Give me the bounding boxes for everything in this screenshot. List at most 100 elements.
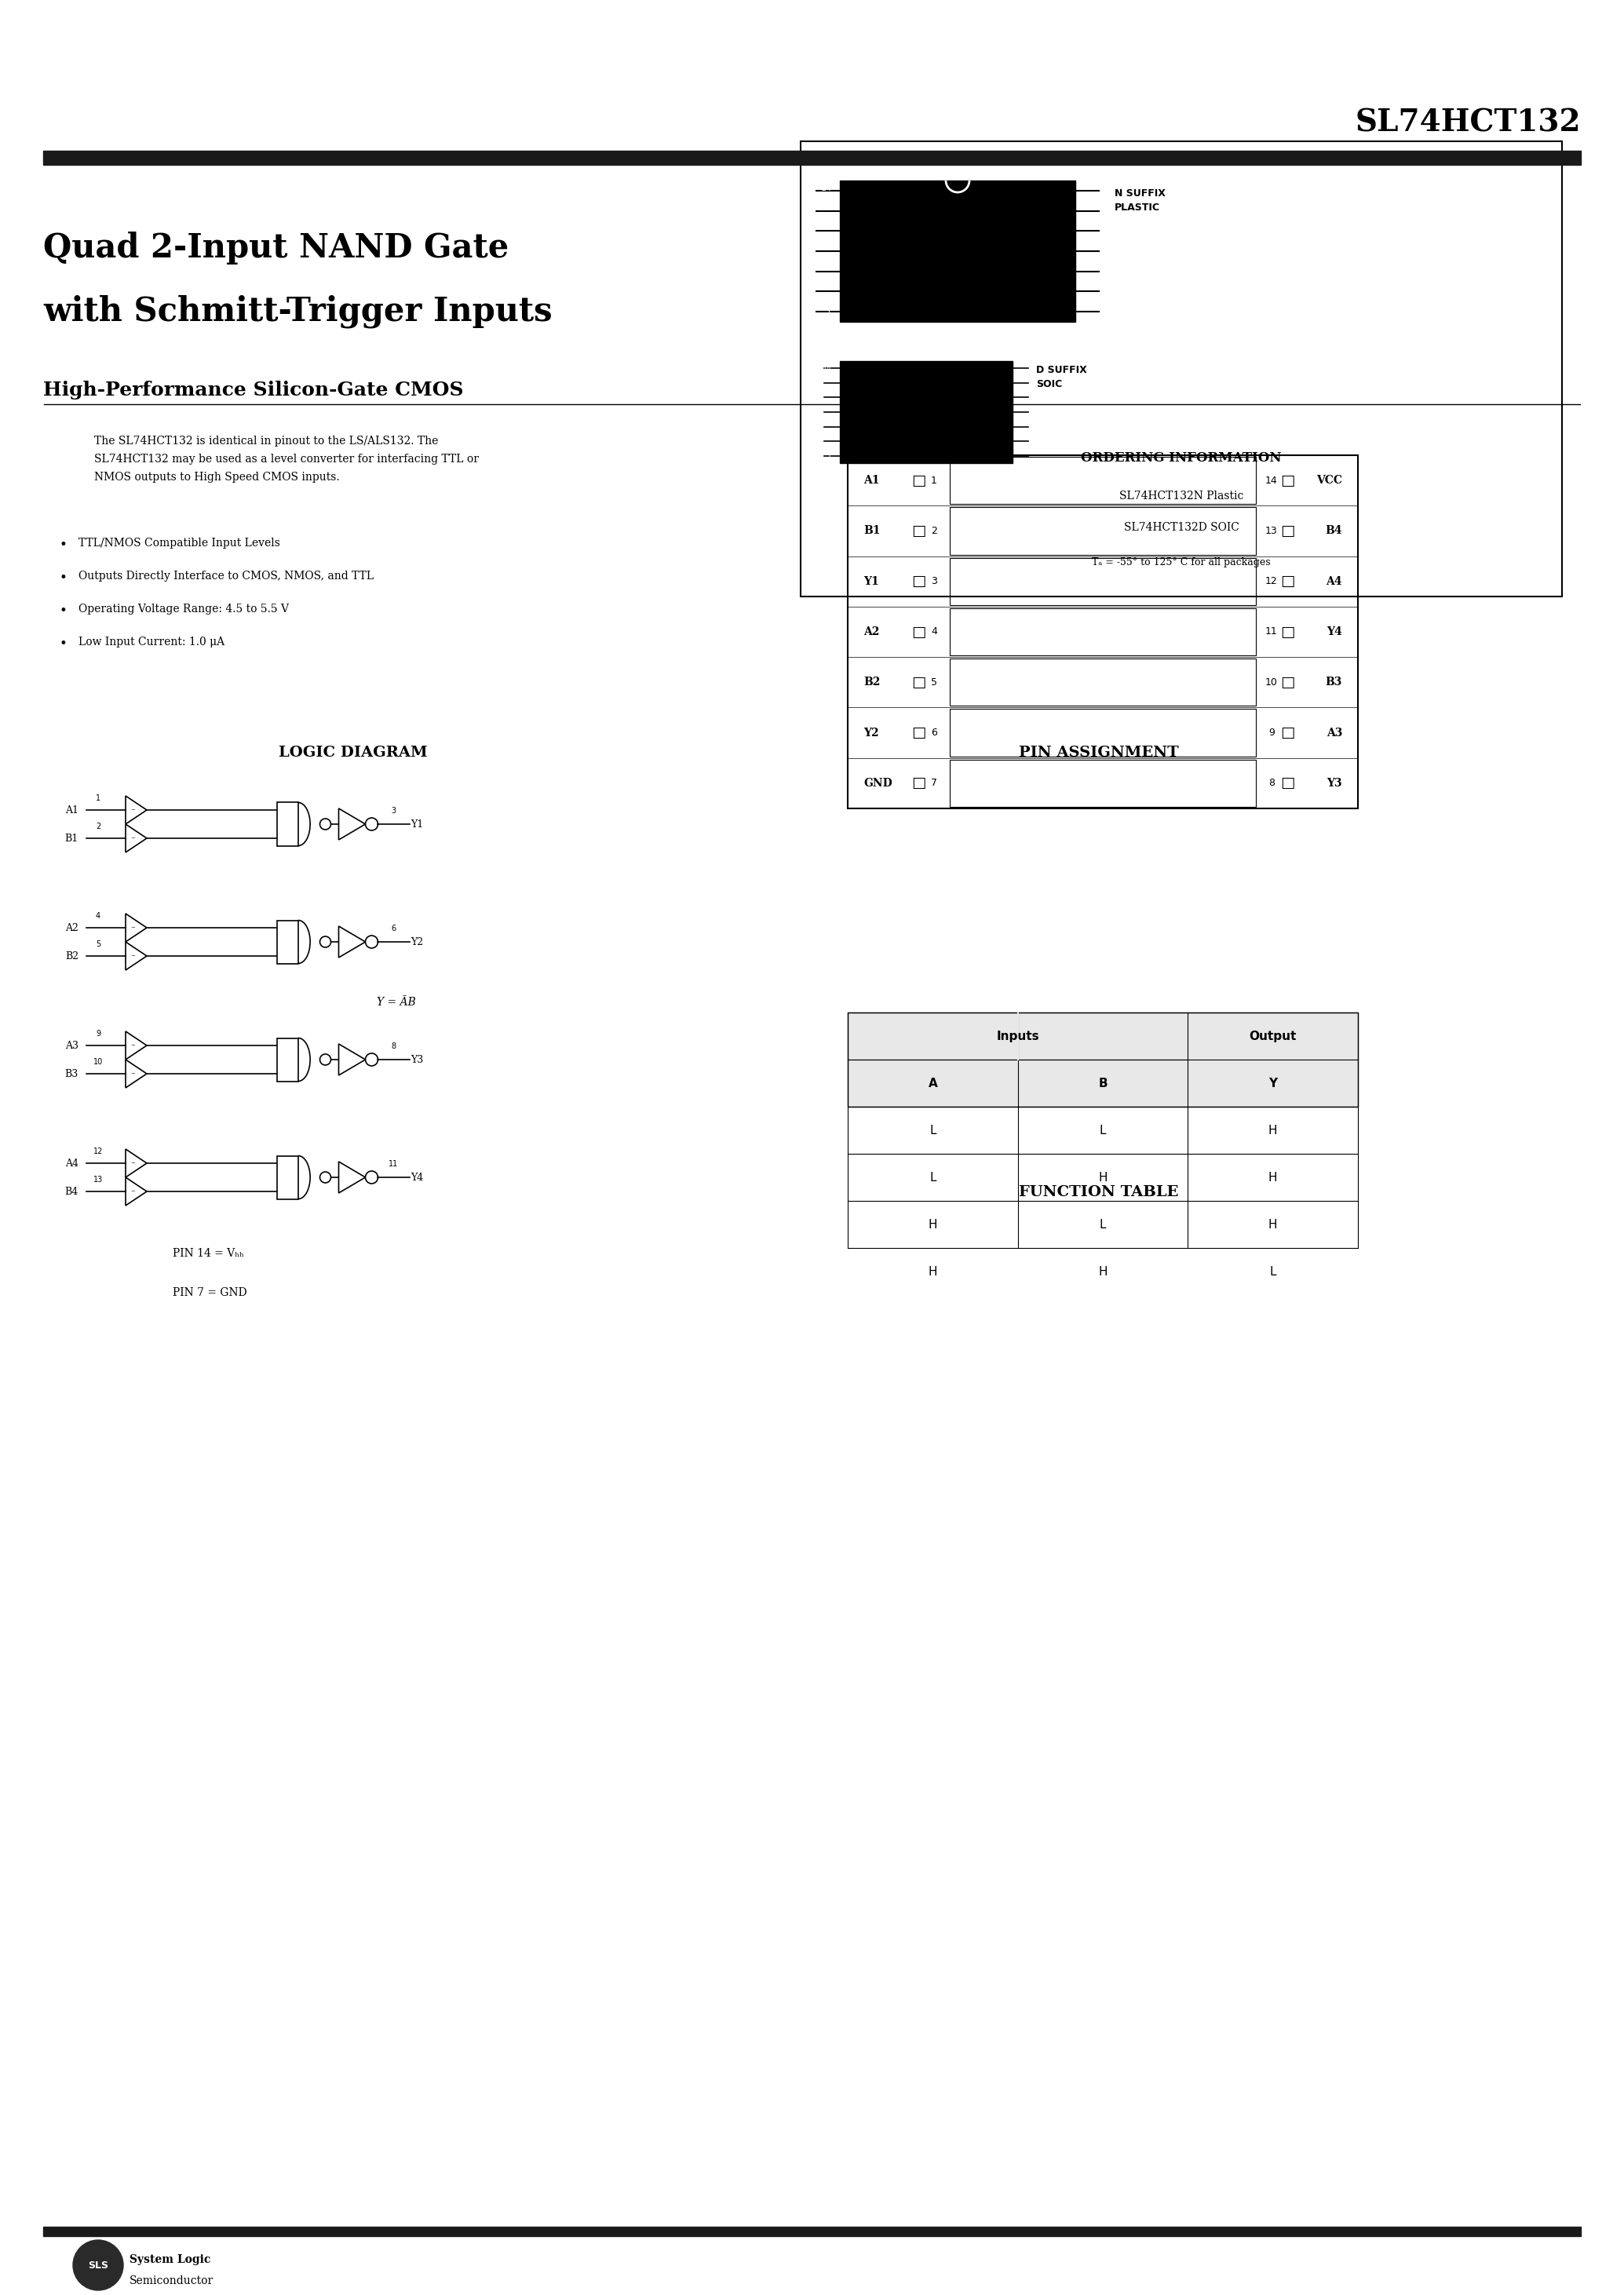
Text: •: • — [58, 636, 67, 652]
Text: D SUFFIX
SOIC: D SUFFIX SOIC — [1036, 365, 1086, 390]
Text: L: L — [929, 1125, 935, 1136]
Circle shape — [73, 2240, 123, 2290]
Text: Y = ĀB: Y = ĀB — [377, 996, 416, 1008]
Text: H: H — [929, 1265, 937, 1278]
Text: 5: 5 — [931, 677, 937, 688]
Text: 14: 14 — [820, 184, 831, 193]
Text: B3: B3 — [65, 1069, 78, 1079]
Bar — [840, 360, 1012, 464]
Text: Output: Output — [1249, 1030, 1296, 1042]
Text: B4: B4 — [1325, 526, 1341, 537]
Text: □: □ — [911, 473, 926, 489]
Text: L: L — [1099, 1125, 1106, 1136]
Text: □: □ — [911, 725, 926, 741]
Text: 1: 1 — [827, 452, 831, 459]
Text: PIN 14 = Vₕₕ: PIN 14 = Vₕₕ — [172, 1248, 244, 1260]
Text: H: H — [1098, 1170, 1108, 1184]
Text: 1: 1 — [96, 794, 101, 803]
Text: 5: 5 — [96, 941, 101, 948]
Text: N SUFFIX
PLASTIC: N SUFFIX PLASTIC — [1114, 188, 1166, 213]
Text: 7: 7 — [931, 778, 937, 787]
Text: TTL/NMOS Compatible Input Levels: TTL/NMOS Compatible Input Levels — [78, 537, 279, 549]
Text: Y1: Y1 — [864, 576, 879, 588]
Text: □: □ — [1280, 725, 1294, 741]
Text: Y2: Y2 — [864, 728, 879, 739]
Text: Y3: Y3 — [1327, 778, 1341, 789]
Text: PIN 7 = GND: PIN 7 = GND — [172, 1287, 247, 1299]
Text: •: • — [58, 604, 67, 617]
Bar — [950, 760, 1255, 808]
Text: LOGIC DIAGRAM: LOGIC DIAGRAM — [279, 746, 427, 760]
Text: 10: 10 — [1265, 677, 1278, 688]
Text: 2: 2 — [931, 526, 937, 537]
Text: Y4: Y4 — [411, 1173, 424, 1182]
Text: □: □ — [1280, 574, 1294, 590]
Text: B: B — [1098, 1076, 1108, 1090]
Text: ~: ~ — [130, 1189, 135, 1193]
Text: □: □ — [1280, 776, 1294, 792]
Text: Quad 2-Input NAND Gate: Quad 2-Input NAND Gate — [44, 232, 508, 264]
Text: 3: 3 — [391, 808, 396, 815]
Text: H: H — [929, 1219, 937, 1230]
Bar — [950, 659, 1255, 707]
Text: 4: 4 — [96, 911, 101, 920]
Text: 3: 3 — [931, 576, 937, 588]
Text: □: □ — [1280, 473, 1294, 489]
Bar — [950, 507, 1255, 555]
Bar — [848, 454, 1358, 808]
Text: 10: 10 — [93, 1058, 102, 1065]
Text: □: □ — [1280, 675, 1294, 691]
Text: ORDERING INFORMATION: ORDERING INFORMATION — [1082, 452, 1281, 464]
Text: SL74HCT132D SOIC: SL74HCT132D SOIC — [1124, 521, 1239, 532]
Text: with Schmitt-Trigger Inputs: with Schmitt-Trigger Inputs — [44, 294, 552, 328]
Text: □: □ — [911, 523, 926, 539]
Text: H: H — [1268, 1125, 1278, 1136]
Bar — [44, 2226, 1580, 2235]
Text: ~: ~ — [130, 1044, 135, 1049]
Text: SL74HCT132: SL74HCT132 — [1354, 108, 1580, 138]
Text: 8: 8 — [391, 1042, 396, 1051]
Text: B1: B1 — [864, 526, 880, 537]
Text: Y3: Y3 — [411, 1053, 424, 1065]
Text: A1: A1 — [864, 475, 880, 487]
Text: B1: B1 — [65, 833, 78, 842]
Text: L: L — [1270, 1265, 1276, 1278]
Text: A4: A4 — [65, 1159, 78, 1168]
Text: ~: ~ — [130, 1161, 135, 1166]
Text: 14: 14 — [822, 365, 831, 372]
Text: □: □ — [911, 624, 926, 640]
Text: □: □ — [911, 675, 926, 691]
Text: The SL74HCT132 is identical in pinout to the LS/ALS132. The
SL74HCT132 may be us: The SL74HCT132 is identical in pinout to… — [94, 436, 479, 482]
Text: B4: B4 — [65, 1187, 78, 1196]
Bar — [276, 803, 299, 847]
Text: ~: ~ — [130, 1072, 135, 1076]
Text: B3: B3 — [1325, 677, 1341, 688]
Text: 9: 9 — [1268, 728, 1275, 739]
Text: VCC: VCC — [1317, 475, 1341, 487]
Text: B2: B2 — [65, 950, 78, 962]
Text: A1: A1 — [65, 806, 78, 815]
Text: 9: 9 — [96, 1030, 101, 1037]
Bar — [276, 920, 299, 964]
Text: B2: B2 — [864, 677, 880, 688]
Text: 11: 11 — [1265, 627, 1278, 638]
Text: 2: 2 — [96, 822, 101, 831]
Text: SL74HCT132N Plastic: SL74HCT132N Plastic — [1119, 491, 1244, 503]
Text: FUNCTION TABLE: FUNCTION TABLE — [1020, 1184, 1179, 1200]
Text: 12: 12 — [93, 1148, 102, 1154]
Text: Outputs Directly Interface to CMOS, NMOS, and TTL: Outputs Directly Interface to CMOS, NMOS… — [78, 571, 374, 581]
Bar — [950, 608, 1255, 656]
Bar — [840, 181, 1075, 321]
Text: A: A — [929, 1076, 937, 1090]
Bar — [276, 1157, 299, 1198]
Text: Y1: Y1 — [411, 819, 424, 828]
Text: A4: A4 — [1327, 576, 1341, 588]
Bar — [950, 457, 1255, 505]
Text: Y: Y — [1268, 1076, 1276, 1090]
Text: □: □ — [911, 574, 926, 590]
Text: 11: 11 — [388, 1159, 398, 1168]
Text: A2: A2 — [65, 923, 78, 932]
Text: 6: 6 — [931, 728, 937, 739]
Text: A3: A3 — [65, 1040, 78, 1051]
Text: PIN ASSIGNMENT: PIN ASSIGNMENT — [1018, 746, 1179, 760]
